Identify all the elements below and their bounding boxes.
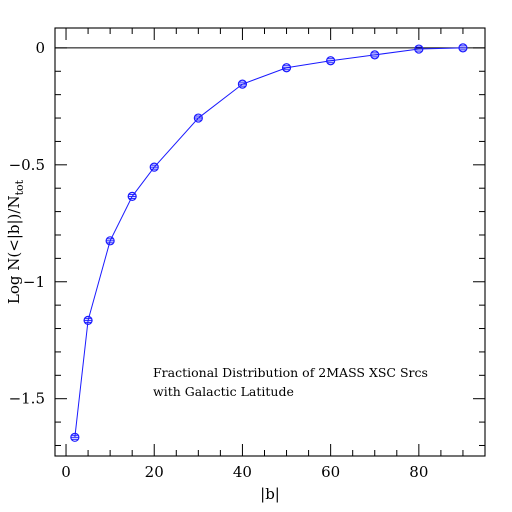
y-tick-label: −1.5 — [9, 390, 45, 408]
series-layer — [70, 43, 468, 442]
x-tick-label: 80 — [409, 463, 428, 481]
data-point — [127, 191, 137, 201]
data-point — [70, 432, 80, 442]
axis-tick-labels: 0 20 40 60 80 0 −0.5 −1 −1.5 — [9, 39, 429, 481]
x-tick-label: 40 — [233, 463, 252, 481]
series-line — [74, 47, 463, 438]
data-point — [458, 43, 468, 53]
x-tick-label: 60 — [321, 463, 340, 481]
x-tick-label: 0 — [61, 463, 71, 481]
annotation-line-1: Fractional Distribution of 2MASS XSC Src… — [153, 365, 428, 380]
data-point — [149, 162, 159, 172]
y-axis-label: Log N(<|b|)/Ntot — [5, 179, 26, 304]
y-tick-label: −0.5 — [9, 156, 45, 174]
data-point — [83, 315, 93, 325]
y-axis-label-main: Log N(<|b|)/N — [5, 195, 23, 304]
data-point — [237, 79, 248, 89]
data-point — [105, 236, 115, 246]
y-tick-label: −1 — [23, 273, 45, 291]
data-point — [193, 113, 203, 123]
y-axis-label-subscript: tot — [13, 179, 26, 195]
data-point — [326, 56, 336, 66]
data-point — [281, 63, 292, 73]
y-tick-label: 0 — [35, 39, 45, 57]
data-point — [370, 50, 380, 60]
data-point — [414, 44, 424, 54]
x-tick-label: 20 — [145, 463, 164, 481]
plot-frame — [54, 27, 486, 457]
x-axis-label: |b| — [260, 485, 280, 503]
axis-ticks — [55, 28, 486, 456]
annotation-line-2: with Galactic Latitude — [153, 384, 294, 399]
